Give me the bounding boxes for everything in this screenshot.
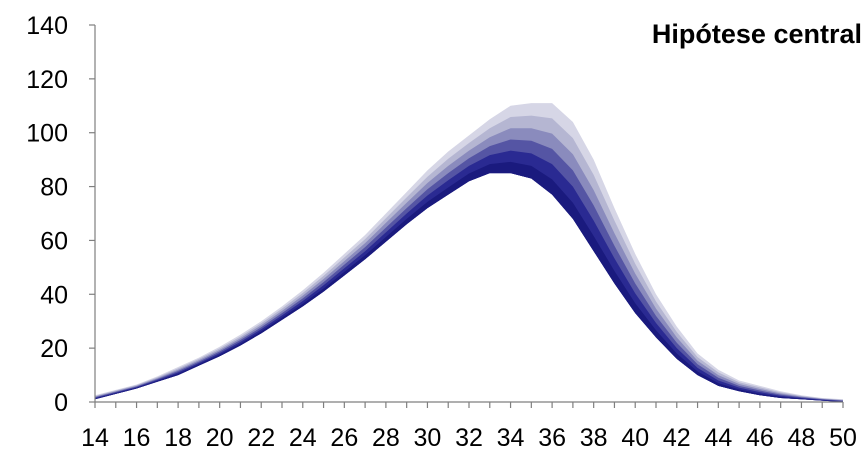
x-tick-label: 30 [414,424,442,452]
x-tick-labels: 14 16 18 20 22 24 26 28 30 32 34 36 38 40 42 44 46 48 50 [81,424,857,452]
x-tick-label: 16 [123,424,151,452]
y-tick-label: 0 [54,389,68,417]
x-tick-label: 46 [746,424,774,452]
axes [89,24,844,408]
y-tick-label: 100 [26,120,68,148]
x-tick-label: 48 [788,424,816,452]
x-tick-label: 22 [247,424,275,452]
fan-band-5 [95,150,843,402]
x-tick-label: 38 [580,424,608,452]
x-tick-label: 40 [621,424,649,452]
x-tick-label: 36 [538,424,566,452]
y-tick-label: 60 [40,227,68,255]
x-tick-label: 34 [497,424,525,452]
x-tick-label: 14 [81,424,109,452]
chart-title: Hipótese central [652,19,862,49]
y-tick-label: 140 [26,12,68,40]
x-tick-label: 42 [663,424,691,452]
y-tick-labels: 0 20 40 60 80 100 120 140 [26,12,68,417]
x-tick-label: 28 [372,424,400,452]
x-tick-label: 50 [829,424,857,452]
y-tick-label: 40 [40,281,68,309]
x-tick-label: 32 [455,424,483,452]
y-tick-label: 120 [26,66,68,94]
y-tick-label: 20 [40,335,68,363]
x-tick-label: 18 [164,424,192,452]
y-tick-label: 80 [40,174,68,202]
fan-bands [95,103,843,403]
x-tick-label: 26 [330,424,358,452]
fan-band-6 [95,161,843,402]
x-tick-label: 24 [289,424,317,452]
x-tick-label: 44 [704,424,732,452]
x-tick-label: 20 [206,424,234,452]
